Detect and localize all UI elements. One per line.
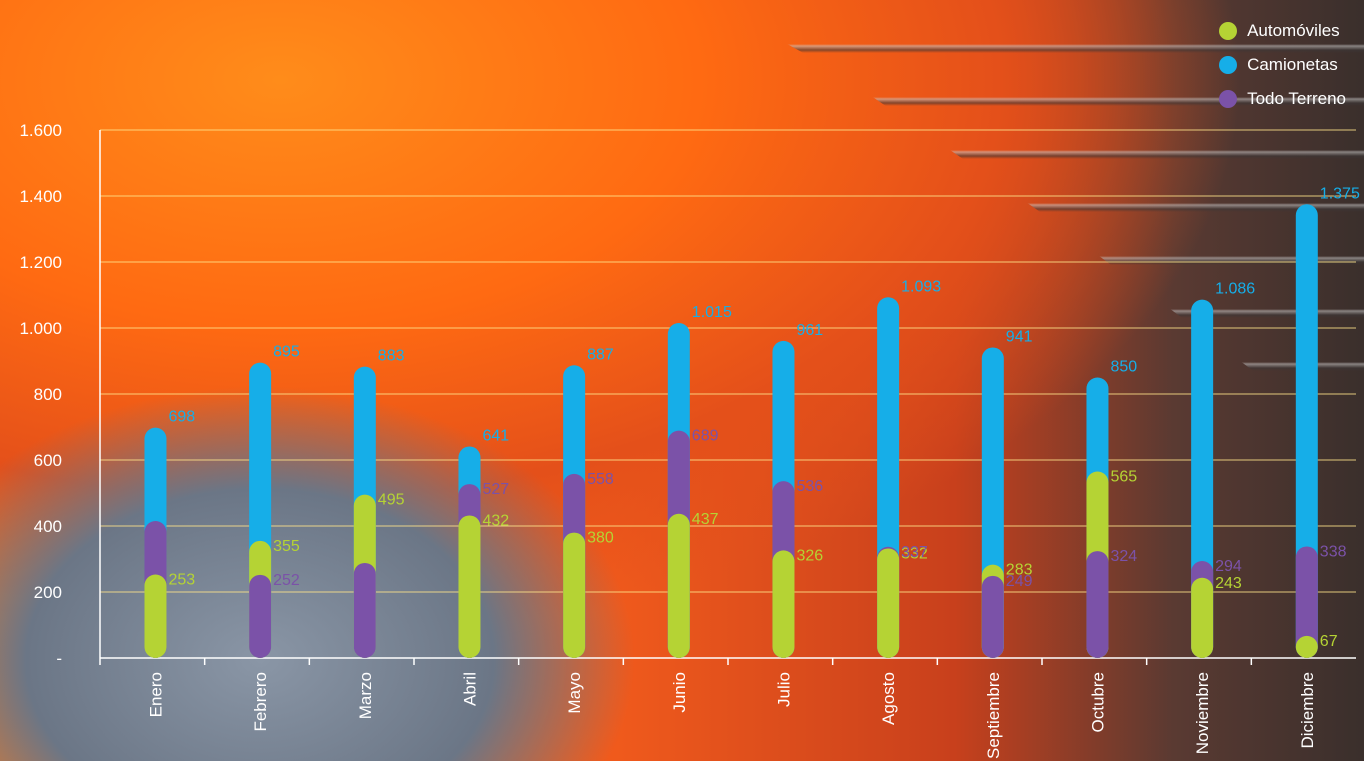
value-label-camionetas-abril: 641 xyxy=(482,427,509,444)
value-label-todo-terreno-diciembre: 338 xyxy=(1320,543,1347,560)
value-label-automoviles-julio: 326 xyxy=(796,547,823,564)
x-tick-label-abril: Abril xyxy=(460,672,479,706)
value-label-camionetas-noviembre: 1.086 xyxy=(1215,281,1255,298)
value-label-automoviles-mayo: 380 xyxy=(587,530,614,547)
legend-label-todo-terreno: Todo Terreno xyxy=(1247,89,1346,108)
value-label-todo-terreno-octubre: 324 xyxy=(1110,548,1137,565)
value-label-todo-terreno-junio: 689 xyxy=(692,428,719,445)
value-label-automoviles-abril: 432 xyxy=(482,512,509,529)
value-label-camionetas-diciembre: 1.375 xyxy=(1320,185,1360,202)
y-tick-label-800: 800 xyxy=(34,385,62,404)
y-tick-label-1200: 1.200 xyxy=(19,253,62,272)
value-label-todo-terreno-septiembre: 249 xyxy=(1006,573,1033,590)
y-tick-label-600: 600 xyxy=(34,451,62,470)
x-tick-label-enero: Enero xyxy=(146,672,165,717)
legend-item-camionetas: Camionetas xyxy=(1219,48,1346,82)
legend-item-todo-terreno: Todo Terreno xyxy=(1219,82,1346,116)
y-tick-label-400: 400 xyxy=(34,517,62,536)
bar-todo-terreno-septiembre xyxy=(981,575,1004,658)
y-tick-label-200: 200 xyxy=(34,583,62,602)
y-tick-label-1400: 1.400 xyxy=(19,187,62,206)
bar-automoviles-diciembre xyxy=(1295,635,1318,658)
x-tick-label-febrero: Febrero xyxy=(251,672,270,732)
value-label-automoviles-junio: 437 xyxy=(692,511,719,528)
value-label-todo-terreno-agosto: 337 xyxy=(901,544,928,561)
bar-automoviles-noviembre xyxy=(1191,577,1214,658)
value-label-automoviles-noviembre: 243 xyxy=(1215,575,1242,592)
y-tick-label-1600: 1.600 xyxy=(19,121,62,140)
value-label-todo-terreno-mayo: 558 xyxy=(587,471,614,488)
x-tick-label-diciembre: Diciembre xyxy=(1298,672,1317,749)
value-label-automoviles-diciembre: 67 xyxy=(1320,633,1338,650)
bar-camionetas-diciembre xyxy=(1295,204,1318,658)
value-label-automoviles-febrero: 355 xyxy=(273,538,300,555)
value-label-camionetas-septiembre: 941 xyxy=(1006,328,1033,345)
legend-item-automoviles: Automóviles xyxy=(1219,14,1346,48)
x-tick-label-septiembre: Septiembre xyxy=(984,672,1003,759)
x-tick-label-junio: Junio xyxy=(670,672,689,713)
x-tick-label-julio: Julio xyxy=(774,672,793,707)
y-tick-label-0: - xyxy=(56,649,62,668)
value-label-todo-terreno-abril: 527 xyxy=(482,481,509,498)
value-label-camionetas-febrero: 895 xyxy=(273,344,300,361)
value-label-todo-terreno-febrero: 252 xyxy=(273,572,300,589)
value-label-automoviles-agosto: 332 xyxy=(901,545,928,562)
chart-legend: Automóviles Camionetas Todo Terreno xyxy=(1219,14,1346,116)
value-label-camionetas-junio: 1.015 xyxy=(692,304,732,321)
bar-todo-terreno-octubre xyxy=(1086,551,1109,658)
value-label-camionetas-enero: 698 xyxy=(168,409,195,426)
value-label-camionetas-julio: 961 xyxy=(796,322,823,339)
value-label-automoviles-enero: 253 xyxy=(168,572,195,589)
value-label-camionetas-agosto: 1.093 xyxy=(901,278,941,295)
x-tick-label-noviembre: Noviembre xyxy=(1193,672,1212,754)
bar-automoviles-julio xyxy=(772,550,795,658)
value-label-camionetas-marzo: 883 xyxy=(378,348,405,365)
bar-todo-terreno-febrero xyxy=(249,574,272,658)
bar-automoviles-abril xyxy=(458,515,481,658)
x-tick-label-octubre: Octubre xyxy=(1088,672,1107,732)
bar-todo-terreno-marzo xyxy=(353,562,376,658)
y-tick-label-1000: 1.000 xyxy=(19,319,62,338)
legend-swatch-todo-terreno xyxy=(1219,90,1238,108)
bar-automoviles-junio xyxy=(667,513,690,658)
bar-automoviles-agosto xyxy=(877,548,900,658)
bar-todo-terreno-diciembre xyxy=(1295,546,1318,658)
legend-label-automoviles: Automóviles xyxy=(1247,21,1340,40)
value-label-automoviles-septiembre: 283 xyxy=(1006,562,1033,579)
value-label-automoviles-marzo: 495 xyxy=(378,492,405,509)
value-label-automoviles-octubre: 565 xyxy=(1110,469,1137,486)
x-tick-label-marzo: Marzo xyxy=(356,672,375,719)
legend-swatch-automoviles xyxy=(1219,22,1238,40)
legend-label-camionetas: Camionetas xyxy=(1247,55,1338,74)
value-label-camionetas-mayo: 887 xyxy=(587,346,614,363)
x-tick-label-agosto: Agosto xyxy=(879,672,898,725)
bar-automoviles-mayo xyxy=(563,532,586,658)
x-tick-label-mayo: Mayo xyxy=(565,672,584,714)
value-label-todo-terreno-noviembre: 294 xyxy=(1215,558,1242,575)
value-label-camionetas-octubre: 850 xyxy=(1110,359,1137,376)
value-label-todo-terreno-julio: 536 xyxy=(796,478,823,495)
bar-automoviles-enero xyxy=(144,574,167,658)
legend-swatch-camionetas xyxy=(1219,56,1238,74)
